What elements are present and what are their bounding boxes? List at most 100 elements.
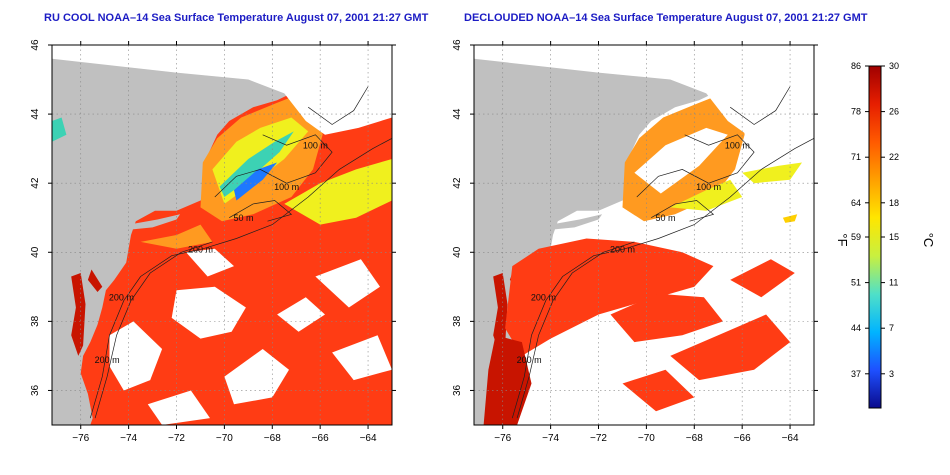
lake-patch bbox=[52, 117, 67, 142]
bathymetry-contour bbox=[516, 241, 635, 419]
georges-cool bbox=[670, 179, 743, 211]
coastal-deep-warm bbox=[483, 335, 532, 425]
cloud-area bbox=[147, 390, 210, 425]
scotian-shelf-cool bbox=[284, 159, 392, 225]
y-tick-label: 36 bbox=[452, 384, 463, 396]
cloud-area bbox=[474, 45, 814, 135]
fahrenheit-tick-label: 71 bbox=[851, 152, 861, 162]
contour-label: 100 m bbox=[696, 182, 721, 192]
contour-label: 50 m bbox=[656, 213, 676, 223]
contour-label: 100 m bbox=[725, 141, 750, 151]
fahrenheit-tick-label: 37 bbox=[851, 369, 861, 379]
y-tick-label: 38 bbox=[30, 315, 41, 327]
bathymetry-contour bbox=[511, 137, 814, 419]
bathymetry-contour bbox=[307, 86, 369, 125]
warm-patch-4 bbox=[730, 259, 795, 298]
coldest-band bbox=[234, 162, 278, 201]
cloud-area bbox=[171, 286, 246, 339]
celsius-tick-label: 26 bbox=[889, 107, 899, 117]
map-frame bbox=[51, 44, 393, 426]
celsius-tick-label: 3 bbox=[889, 369, 894, 379]
x-tick-label: −70 bbox=[638, 433, 655, 444]
long-island bbox=[550, 214, 603, 230]
x-tick-label: −74 bbox=[120, 433, 137, 444]
y-tick-label: 42 bbox=[30, 177, 41, 189]
cloud-area bbox=[315, 259, 380, 308]
bathymetry-contour bbox=[89, 137, 392, 419]
celsius-tick-label: 15 bbox=[889, 232, 899, 242]
x-tick-label: −68 bbox=[686, 433, 703, 444]
delaware-bay bbox=[87, 269, 103, 292]
scotian-cool bbox=[742, 162, 802, 184]
y-tick-label: 46 bbox=[30, 39, 41, 51]
cold-band bbox=[219, 131, 294, 197]
land bbox=[52, 45, 392, 425]
x-tick-label: −72 bbox=[168, 433, 185, 444]
x-tick-label: −72 bbox=[590, 433, 607, 444]
y-tick-label: 44 bbox=[30, 108, 41, 120]
colorbar-gradient bbox=[868, 65, 882, 409]
cloud-area bbox=[332, 335, 392, 381]
y-tick-label: 44 bbox=[452, 108, 463, 120]
y-tick-label: 46 bbox=[452, 39, 463, 51]
contour-label: 100 m bbox=[274, 182, 299, 192]
map-layers: 100 m 100 m 50 m 200 m 200 m 200 m bbox=[52, 45, 392, 425]
fahrenheit-tick-label: 44 bbox=[851, 323, 861, 333]
x-tick-label: −76 bbox=[494, 433, 511, 444]
x-tick-label: −66 bbox=[312, 433, 329, 444]
warm-patch-3 bbox=[670, 314, 791, 381]
contour-label: 200 m bbox=[610, 244, 635, 254]
contour-label: 100 m bbox=[303, 141, 328, 151]
fahrenheit-tick-label: 78 bbox=[851, 107, 861, 117]
chesapeake-bay bbox=[71, 273, 86, 356]
fahrenheit-tick-label: 86 bbox=[851, 61, 861, 71]
fahrenheit-tick-label: 59 bbox=[851, 232, 861, 242]
bathymetry-contour bbox=[94, 241, 213, 419]
fahrenheit-tick-label: 51 bbox=[851, 278, 861, 288]
map-frame bbox=[473, 44, 815, 426]
warm-patch-1 bbox=[505, 238, 714, 356]
x-tick-label: −74 bbox=[542, 433, 559, 444]
y-tick-label: 38 bbox=[452, 315, 463, 327]
cloud-area bbox=[52, 45, 392, 135]
contour-label: 50 m bbox=[234, 213, 254, 223]
contour-label: 200 m bbox=[517, 355, 542, 365]
celsius-tick-label: 11 bbox=[889, 278, 898, 288]
x-tick-label: −68 bbox=[264, 433, 281, 444]
bathymetry-contour bbox=[229, 200, 293, 222]
bathymetry-contour bbox=[651, 200, 715, 222]
scotian-patch bbox=[782, 214, 798, 223]
y-tick-label: 40 bbox=[30, 246, 41, 258]
map-layers: 100 m 100 m 50 m 200 m 200 m 200 m bbox=[474, 45, 814, 425]
y-tick-label: 42 bbox=[452, 177, 463, 189]
nj-shelf bbox=[140, 224, 213, 249]
right-panel-title: DECLOUDED NOAA–14 Sea Surface Temperatur… bbox=[464, 12, 868, 24]
bathymetry-contour bbox=[636, 134, 755, 198]
x-tick-label: −64 bbox=[782, 433, 799, 444]
contour-label: 200 m bbox=[109, 293, 134, 303]
x-tick-label: −64 bbox=[360, 433, 377, 444]
fahrenheit-tick-label: 64 bbox=[851, 198, 861, 208]
contour-label: 200 m bbox=[95, 355, 120, 365]
y-tick-label: 36 bbox=[30, 384, 41, 396]
bathymetry-contour bbox=[214, 134, 333, 198]
celsius-tick-label: 18 bbox=[889, 198, 899, 208]
long-island bbox=[128, 214, 181, 230]
x-tick-label: −66 bbox=[734, 433, 751, 444]
celsius-tick-label: 30 bbox=[889, 61, 899, 71]
contour-label: 200 m bbox=[531, 293, 556, 303]
fahrenheit-axis-label: °F bbox=[835, 233, 850, 246]
warm-patch-2 bbox=[610, 293, 723, 343]
chesapeake-bay bbox=[493, 273, 508, 356]
x-tick-label: −76 bbox=[72, 433, 89, 444]
celsius-tick-label: 7 bbox=[889, 323, 894, 333]
x-tick-label: −70 bbox=[216, 433, 233, 444]
left-panel-title: RU COOL NOAA–14 Sea Surface Temperature … bbox=[44, 12, 429, 24]
celsius-tick-label: 22 bbox=[889, 152, 899, 162]
land bbox=[474, 45, 814, 425]
y-tick-label: 40 bbox=[452, 246, 463, 258]
